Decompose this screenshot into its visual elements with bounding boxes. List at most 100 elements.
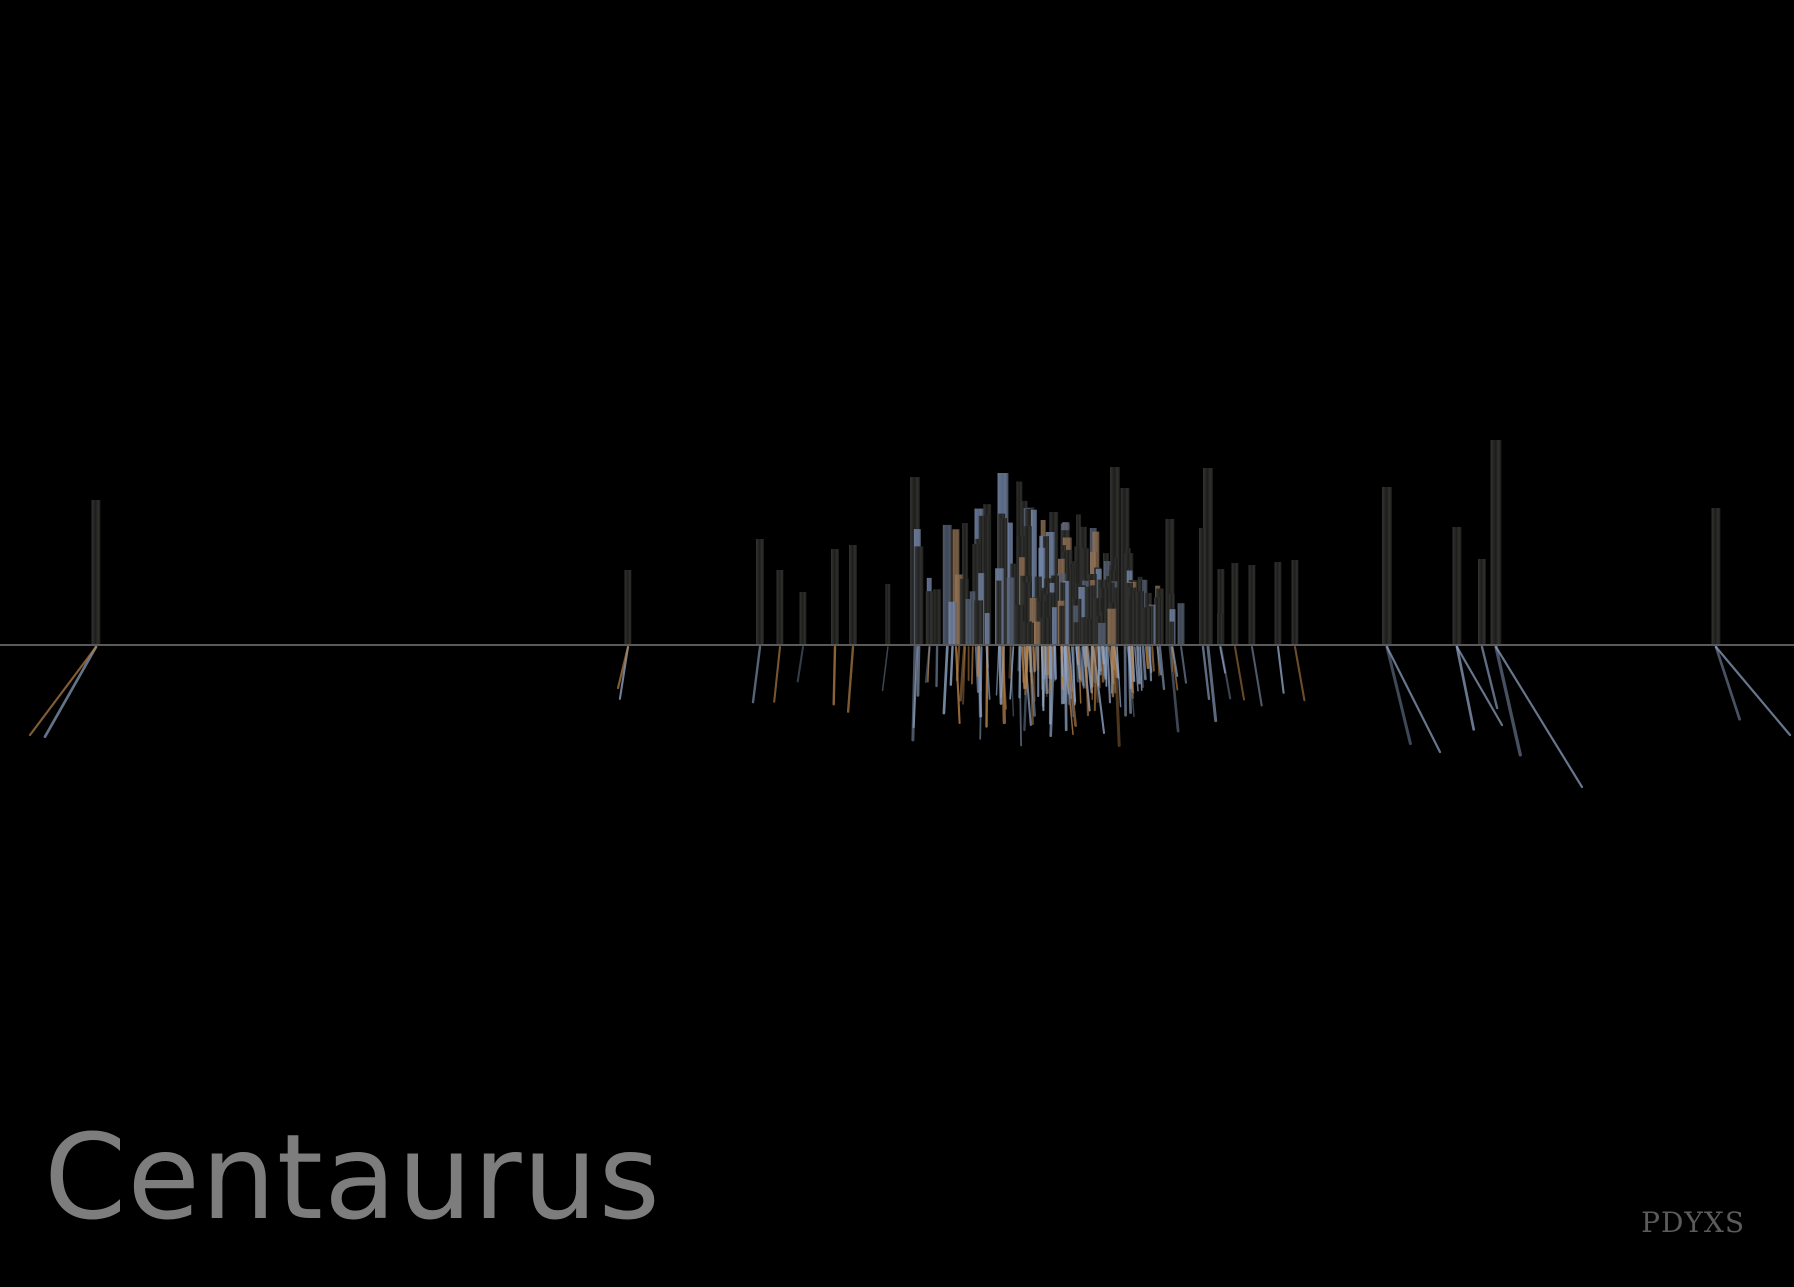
star-pillar: [1141, 607, 1151, 645]
pillar-reflection: [1219, 646, 1226, 674]
pillar-reflection: [1171, 646, 1179, 691]
star-pillar: [1033, 621, 1041, 645]
star-pillar: [91, 500, 101, 645]
pillar-reflection: [1148, 645, 1153, 682]
star-pillar: [1107, 608, 1117, 645]
pillar-reflection: [916, 645, 921, 697]
star-pillar: [1231, 563, 1239, 645]
star-pillar: [974, 600, 983, 645]
pillar-reflection: [1141, 645, 1147, 681]
brand-logo: PDYXS: [1641, 1206, 1745, 1239]
pillar-reflection: [959, 645, 966, 702]
pillar-reflection: [28, 645, 98, 737]
pillar-reflection: [1000, 645, 1008, 710]
pillar-reflection: [1075, 646, 1079, 665]
star-pillar: [965, 599, 972, 645]
star-pillar: [1452, 527, 1462, 645]
star-pillar: [1015, 604, 1025, 645]
pillar-reflection: [1158, 645, 1166, 691]
pillar-reflection: [1034, 645, 1038, 672]
star-pillar: [914, 546, 924, 645]
pillar-reflection: [1134, 646, 1139, 692]
pillar-reflection: [832, 645, 837, 706]
star-pillar: [1127, 597, 1136, 645]
star-pillar: [1165, 519, 1175, 645]
star-pillar: [1490, 440, 1502, 645]
star-pillar: [1110, 467, 1120, 645]
pillar-reflection: [1032, 645, 1036, 673]
pillar-reflection: [1138, 645, 1145, 689]
star-pillar: [849, 545, 857, 645]
star-pillar: [1026, 622, 1034, 645]
star-pillar: [948, 601, 957, 645]
pillar-reflection: [1018, 645, 1022, 699]
star-pillar: [1154, 597, 1161, 645]
star-pillar: [1073, 622, 1079, 645]
star-pillar: [1085, 618, 1092, 645]
pillar-reflection: [1040, 645, 1045, 680]
pillar-reflection: [1480, 645, 1499, 710]
pillar-reflection: [1084, 645, 1089, 668]
pillar-reflection: [1139, 646, 1143, 691]
star-pillar: [1022, 582, 1032, 645]
pillar-reflection: [1385, 645, 1412, 746]
pillar-reflection: [1494, 645, 1584, 789]
pillar-reflection: [1093, 645, 1097, 712]
pillar-reflection: [995, 646, 1000, 696]
star-pillar: [984, 613, 990, 645]
star-pillar: [1059, 605, 1065, 645]
pillar-reflection: [1008, 645, 1012, 679]
pillar-reflection: [1068, 646, 1076, 705]
pillar-reflection: [1076, 646, 1082, 681]
star-pillar: [624, 570, 632, 645]
star-pillar: [1169, 621, 1175, 645]
pillar-reflection: [751, 645, 762, 704]
pillar-reflection: [1065, 645, 1077, 727]
star-pillar: [1177, 603, 1185, 645]
pillar-reflection: [1062, 646, 1070, 695]
pillar-reflection: [1110, 645, 1116, 671]
pillar-reflection: [1293, 645, 1306, 702]
pillar-reflection: [1021, 646, 1026, 690]
pillar-reflection: [1714, 645, 1741, 721]
pillar-reflection: [1206, 645, 1218, 723]
pillar-reflection: [881, 646, 889, 692]
star-pillar: [831, 549, 839, 645]
star-pillar: [1478, 559, 1486, 645]
pillar-reflection: [1385, 645, 1442, 754]
pillar-reflection: [1025, 645, 1029, 673]
pillar-reflection: [1233, 645, 1246, 701]
star-pillar: [1135, 591, 1144, 645]
pillar-reflection: [796, 645, 805, 683]
star-pillar: [1031, 509, 1037, 645]
pillar-reflection: [949, 645, 954, 686]
pillar-reflection: [1082, 646, 1085, 689]
pillar-reflection: [1092, 645, 1099, 703]
pillar-reflection: [1091, 646, 1096, 684]
star-pillar: [1078, 587, 1086, 645]
star-pillar: [1006, 577, 1015, 645]
pillar-reflection: [1009, 646, 1015, 700]
pillar-reflection: [773, 645, 782, 703]
pillar-reflection: [1085, 645, 1093, 694]
star-pillar: [996, 580, 1002, 645]
star-pillar: [955, 574, 964, 645]
pillar-reflection: [1130, 645, 1135, 677]
pillar-reflection: [1098, 645, 1102, 676]
pillar-reflection: [1171, 646, 1179, 677]
star-pillar: [1081, 586, 1090, 645]
pillar-reflection: [1028, 646, 1033, 684]
pillar-reflection: [1156, 645, 1162, 676]
pillar-reflection: [1123, 645, 1127, 717]
pillar-reflection: [1170, 646, 1174, 672]
pillar-reflection: [1060, 646, 1064, 677]
pillar-reflection: [986, 646, 989, 669]
pillar-reflection: [954, 645, 961, 725]
star-pillar: [933, 589, 942, 645]
star-pillar: [1199, 528, 1207, 645]
pillar-reflection: [1116, 646, 1120, 680]
pillar-reflection: [1151, 645, 1155, 672]
pillar-reflection: [1455, 645, 1504, 727]
star-pillar: [1248, 565, 1256, 645]
